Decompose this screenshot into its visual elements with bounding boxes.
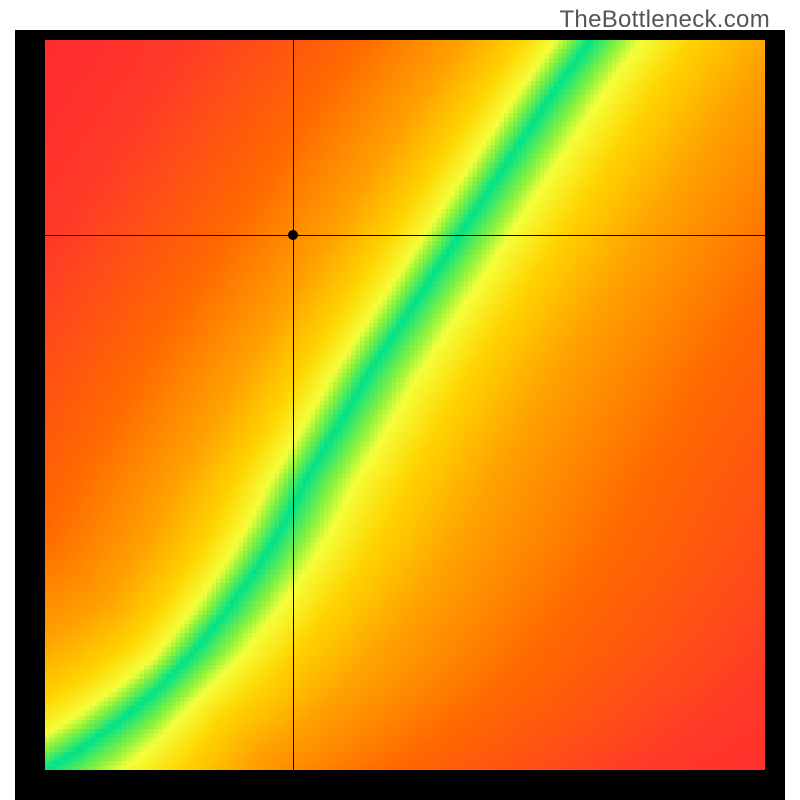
heatmap-canvas [45,40,765,770]
crosshair-vertical [293,40,294,770]
watermark-text: TheBottleneck.com [559,6,770,34]
crosshair-horizontal [45,235,765,236]
data-point-marker [288,230,298,240]
heatmap-plot [45,40,765,770]
